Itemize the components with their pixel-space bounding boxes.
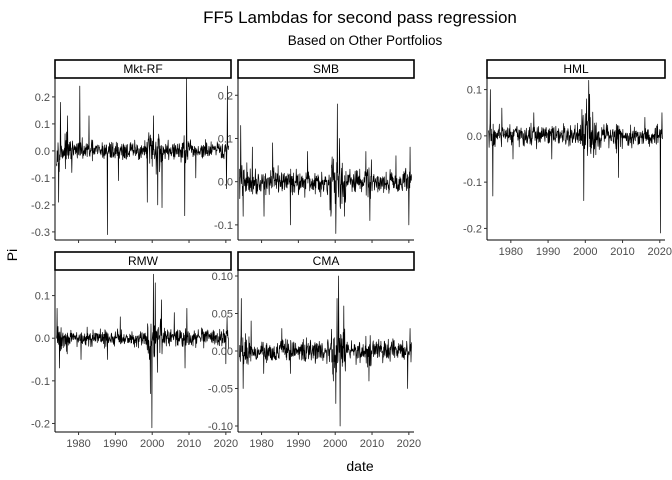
facet-strip-label: RMW [128,254,159,268]
panel-mkt-rf: Mkt-RF -0.3 -0.2 -0.1 0.0 0.1 0.2 [31,59,232,243]
series-line [239,275,412,427]
y-tick-label: 0.0 [218,177,233,189]
panel-rmw: RMW -0.2 -0.1 0.0 0.1 1980 1990 2000 2010 2020 [31,251,238,450]
y-tick-label: -0.1 [214,220,233,232]
y-tick-label: 0.0 [35,333,50,345]
y-tick-label: -0.2 [463,223,482,235]
y-tick-label: -0.2 [31,200,50,212]
facet-strip-label: CMA [313,254,340,268]
y-tick-label: 0.1 [35,291,50,303]
facet-strip [486,59,666,79]
panel-smb: SMB -0.1 0.0 0.1 0.2 [214,59,415,243]
series-line [239,103,412,234]
x-tick-label: 2020 [214,438,238,450]
series-line [488,79,663,234]
chart-subtitle: Based on Other Portfolios [288,33,443,48]
y-tick-label: -0.1 [31,173,50,185]
facet-strip-label: HML [563,62,589,76]
x-tick-label: 1990 [286,438,310,450]
panel-hml: HML -0.2 -0.1 0.0 0.1 1980 1990 2000 2010 2020 [463,59,672,258]
facet-strip [54,251,232,271]
x-tick-label: 2010 [610,246,634,258]
y-tick-label: -0.05 [208,384,233,396]
x-tick-label: 2020 [397,438,421,450]
y-tick-label: -0.1 [31,376,50,388]
x-tick-label: 1980 [499,246,523,258]
x-tick-label: 2000 [323,438,347,450]
facet-strip [54,59,232,79]
y-tick-label: -0.10 [208,421,233,433]
x-tick-label: 1980 [66,438,90,450]
y-tick-label: 0.00 [212,346,233,358]
x-tick-label: 1990 [536,246,560,258]
facet-strip-label: Mkt-RF [123,62,162,76]
x-tick-label: 2000 [573,246,597,258]
series-line [56,77,229,235]
y-tick-label: 0.2 [35,92,50,104]
x-tick-label: 1980 [249,438,273,450]
y-tick-label: 0.1 [35,119,50,131]
panel-cma: CMA -0.10 -0.05 0.00 0.05 0.10 1980 1990 2000 201… [208,251,421,450]
series-line [56,273,229,429]
y-tick-label: 0.10 [212,271,233,283]
y-tick-label: 0.2 [218,90,233,102]
y-tick-label: -0.1 [463,177,482,189]
x-tick-label: 2000 [140,438,164,450]
y-tick-label: -0.3 [31,227,50,239]
chart-title: FF5 Lambdas for second pass regression [203,8,517,27]
y-tick-label: 0.0 [35,146,50,158]
x-axis-title: date [346,458,373,474]
y-tick-label: -0.2 [31,418,50,430]
x-tick-label: 2020 [648,246,672,258]
facet-strip-label: SMB [313,62,339,76]
y-tick-label: 0.05 [212,309,233,321]
x-tick-label: 2010 [360,438,384,450]
y-tick-label: 0.1 [467,85,482,97]
y-axis-title: Pi [4,249,20,261]
facet-panels: Mkt-RF -0.3 -0.2 -0.1 0.0 0.1 0.2 SMB -0.1 0.0 0.1… [31,59,672,450]
x-tick-label: 1990 [103,438,127,450]
facet-strip [237,251,415,271]
y-tick-label: 0.1 [218,133,233,145]
x-tick-label: 2010 [177,438,201,450]
y-tick-label: 0.0 [467,131,482,143]
facet-strip [237,59,415,79]
